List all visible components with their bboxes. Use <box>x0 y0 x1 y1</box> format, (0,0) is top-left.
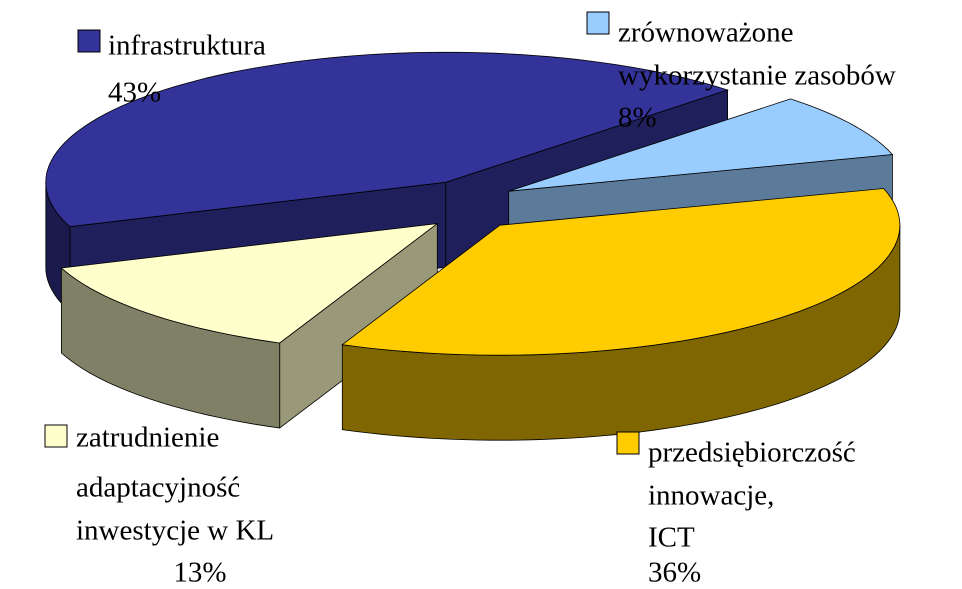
slice-label: adaptacyjność <box>76 472 240 504</box>
value-label: 36% <box>648 557 701 589</box>
legend-swatch <box>77 29 101 53</box>
value-label: 13% <box>173 557 226 589</box>
slice-label: innowacje, <box>648 480 774 512</box>
slice-label: infrastruktura <box>108 30 266 62</box>
value-label: 43% <box>108 77 161 109</box>
slice-label: zrównoważone <box>618 17 794 49</box>
value-label: 8% <box>618 102 657 134</box>
slice-top <box>341 188 901 356</box>
slice-label: przedsiębiorczość <box>648 437 856 469</box>
slice-top <box>508 98 894 192</box>
slice-top <box>60 223 439 344</box>
legend-swatch <box>586 11 610 35</box>
slice-label: wykorzystanie zasobów <box>618 60 896 92</box>
slice-top <box>45 51 729 228</box>
slice-label: zatrudnienie <box>76 422 219 454</box>
slice-label: inwestycje w KL <box>76 515 274 547</box>
legend-swatch <box>616 431 640 455</box>
slice-label: ICT <box>648 522 695 554</box>
legend-swatch <box>44 424 68 448</box>
